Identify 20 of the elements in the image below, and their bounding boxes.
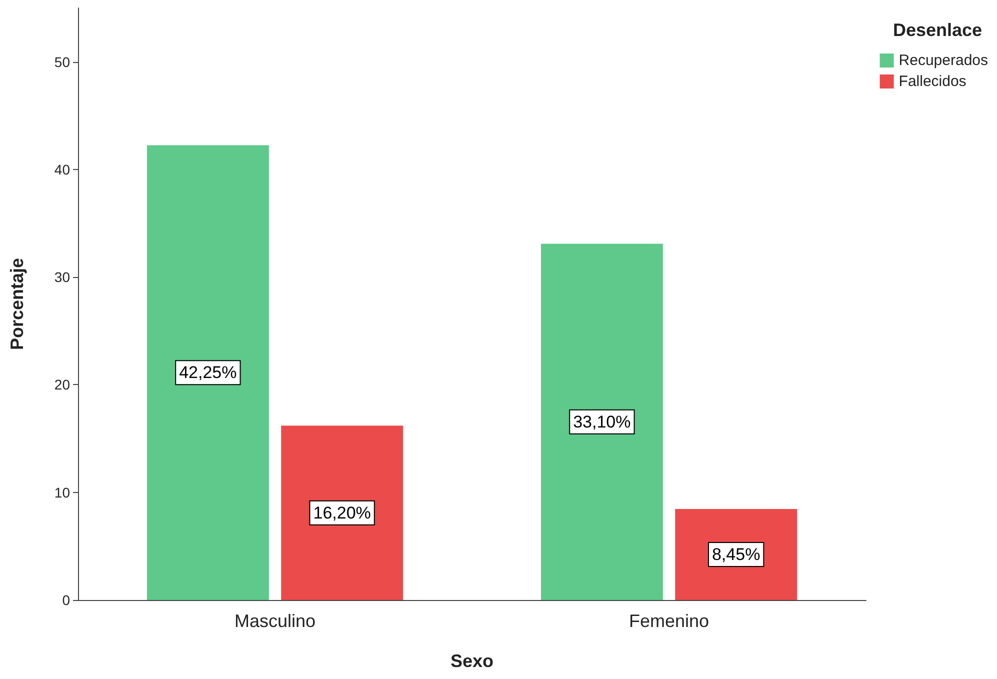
legend-label: Fallecidos xyxy=(898,73,966,90)
data-label: 33,10% xyxy=(573,412,631,432)
bar xyxy=(146,145,269,600)
data-label: 16,20% xyxy=(313,503,371,522)
y-tick-label: 30 xyxy=(54,269,70,286)
data-label: 8,45% xyxy=(712,545,760,564)
bar xyxy=(281,426,404,600)
data-label: 42,25% xyxy=(179,363,237,382)
x-tick-label: Masculino xyxy=(234,611,316,631)
x-axis-title: Sexo xyxy=(450,651,494,671)
x-tick-label: Femenino xyxy=(628,611,710,631)
y-axis-title: Porcentaje xyxy=(7,258,27,350)
bar xyxy=(540,244,663,600)
y-tick-label: 40 xyxy=(54,161,70,178)
legend-label: Recuperados xyxy=(898,52,988,69)
y-tick-label: 10 xyxy=(54,484,70,500)
y-tick-label: 0 xyxy=(62,592,70,608)
y-tick-label: 20 xyxy=(54,376,70,393)
legend-title: Desenlace xyxy=(892,20,982,40)
y-tick-label: 50 xyxy=(54,54,70,70)
